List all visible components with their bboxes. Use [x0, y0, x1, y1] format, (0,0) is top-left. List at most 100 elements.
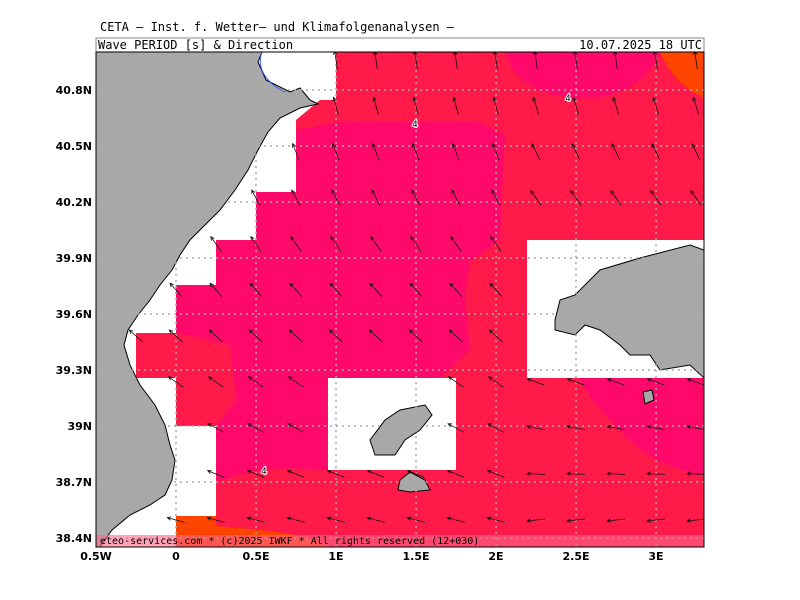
direction-arrow	[328, 329, 343, 343]
direction-arrow	[247, 423, 265, 433]
contour-label: 4	[412, 120, 417, 130]
direction-arrow	[291, 142, 300, 161]
y-tick-label: 39.9N	[56, 252, 92, 265]
direction-arrow	[606, 378, 625, 386]
direction-arrow	[573, 52, 578, 69]
direction-arrow	[326, 516, 345, 523]
valid-time: 10.07.2025 18 UTC	[579, 38, 702, 52]
island	[554, 244, 704, 379]
direction-arrow	[451, 189, 461, 207]
direction-arrow	[492, 96, 499, 115]
y-tick-label: 40.2N	[56, 196, 92, 209]
direction-arrow	[490, 235, 502, 252]
direction-arrow	[612, 96, 620, 115]
direction-arrow	[446, 516, 465, 523]
direction-arrow	[530, 189, 542, 206]
y-tick-label: 40.8N	[56, 84, 92, 97]
direction-arrow	[207, 376, 224, 388]
island	[642, 389, 655, 405]
direction-arrow	[690, 189, 702, 206]
x-tick-label: 3E	[648, 550, 663, 563]
direction-arrow	[366, 469, 385, 478]
direction-arrow	[686, 518, 704, 523]
city-label: Valen	[70, 340, 95, 350]
direction-arrow	[526, 518, 545, 523]
direction-arrow	[447, 423, 465, 433]
direction-arrow	[286, 516, 305, 523]
direction-arrow	[686, 378, 704, 386]
direction-arrow	[526, 471, 546, 476]
period-zone	[660, 52, 704, 98]
direction-arrow	[489, 282, 503, 298]
direction-arrow	[650, 189, 662, 206]
map-frame	[95, 51, 705, 548]
source-label: CETA — Inst. f. Wetter— und Klimafolgena…	[100, 20, 455, 34]
direction-arrow	[646, 471, 666, 476]
contour-label: 4	[565, 94, 570, 104]
direction-arrow	[651, 143, 661, 161]
direction-arrow	[487, 423, 505, 433]
direction-arrow	[493, 52, 498, 69]
direction-arrow	[570, 189, 582, 206]
direction-arrow	[208, 329, 223, 343]
river	[259, 52, 286, 93]
direction-arrow	[566, 518, 585, 523]
direction-arrow	[250, 235, 262, 252]
x-tick-label: 0	[172, 550, 180, 563]
direction-arrow	[408, 329, 423, 343]
direction-arrow	[412, 96, 419, 115]
direction-arrow	[606, 471, 626, 476]
direction-arrow	[290, 235, 302, 252]
direction-arrow	[693, 52, 698, 69]
direction-arrow	[291, 189, 301, 207]
direction-arrow	[289, 282, 303, 298]
direction-arrow	[168, 329, 183, 343]
y-tick-label: 39N	[67, 420, 92, 433]
direction-arrow	[372, 96, 379, 115]
direction-arrow	[246, 516, 265, 523]
direction-arrow	[209, 282, 223, 298]
direction-arrow	[652, 96, 660, 115]
direction-arrow	[251, 189, 261, 207]
direction-arrow	[610, 189, 622, 206]
direction-arrow	[487, 376, 504, 388]
direction-arrow	[411, 189, 421, 207]
y-tick-label: 39.3N	[56, 364, 92, 377]
direction-arrow	[248, 329, 263, 343]
direction-arrow	[606, 424, 625, 431]
direction-arrow	[451, 142, 460, 161]
direction-arrow	[691, 143, 701, 161]
direction-arrow	[166, 516, 185, 523]
direction-arrow	[453, 52, 458, 69]
footer: eteo-services.com * (c)2025 IWKF * All r…	[100, 536, 479, 547]
direction-arrow	[488, 329, 503, 343]
product-title: Wave_PERIOD_[s]_&_Direction	[98, 38, 293, 52]
x-tick-label: 2E	[488, 550, 503, 563]
island	[369, 404, 433, 456]
direction-arrow	[326, 469, 345, 478]
direction-arrow	[406, 516, 425, 523]
direction-arrow	[406, 469, 425, 478]
direction-arrow	[287, 423, 305, 433]
direction-arrow	[128, 329, 143, 343]
direction-arrow	[246, 469, 265, 478]
direction-arrow	[448, 329, 463, 343]
y-tick-label: 38.4N	[56, 532, 92, 545]
direction-arrow	[646, 378, 665, 386]
direction-arrow	[491, 142, 500, 161]
direction-arrow	[207, 423, 225, 433]
direction-arrow	[332, 96, 339, 115]
direction-arrow	[491, 189, 501, 207]
direction-arrow	[692, 96, 700, 115]
direction-arrow	[646, 518, 665, 523]
direction-arrow	[446, 469, 465, 478]
period-zone	[176, 333, 236, 426]
direction-arrow	[686, 471, 704, 476]
direction-arrow	[249, 282, 263, 298]
direction-arrow	[331, 142, 340, 161]
direction-arrow	[373, 52, 378, 69]
direction-arrow	[686, 424, 704, 430]
direction-arrow	[371, 189, 381, 207]
direction-arrow	[247, 376, 264, 388]
direction-arrow	[566, 471, 586, 476]
